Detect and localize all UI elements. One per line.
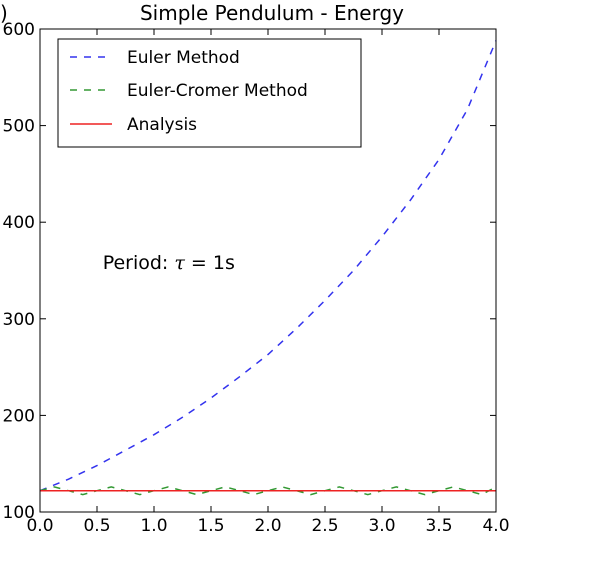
y-tick-label: 500 [3,117,35,137]
x-tick-label: 0.5 [83,516,110,536]
annotation-tau-symbol: τ [174,252,185,274]
corner-glyph: ) [0,1,8,25]
period-annotation: Period: τ = 1s [103,252,235,274]
chart-title: Simple Pendulum - Energy [140,1,404,25]
x-tick-label: 0.0 [26,516,53,536]
legend-label-euler: Euler Method [127,48,240,68]
x-tick-label: 3.0 [368,516,395,536]
legend: Euler Method Euler-Cromer Method Analysi… [57,38,362,148]
y-tick-label: 600 [3,20,35,40]
legend-label-euler-cromer: Euler-Cromer Method [127,81,308,101]
x-tick-label: 2.5 [311,516,338,536]
x-tick-label: 1.0 [140,516,167,536]
legend-label-analysis: Analysis [127,115,197,135]
x-tick-label: 1.5 [197,516,224,536]
y-tick-label: 400 [3,213,35,233]
legend-box [57,38,362,148]
y-tick-label: 100 [3,503,35,523]
ticks-layer: 0.0 0.5 1.0 1.5 2.0 2.5 3.0 3.5 4.0 100 200 300 400 5… [3,20,510,536]
x-tick-label: 4.0 [482,516,509,536]
series-line-euler-method [39,40,497,492]
annotation-suffix: = 1s [185,252,235,274]
x-tick-label: 3.5 [425,516,452,536]
series-line-euler-cromer-method [39,486,497,496]
y-tick-label: 300 [3,310,35,330]
x-tick-label: 2.0 [254,516,281,536]
y-tick-label: 200 [3,406,35,426]
annotation-prefix: Period: [103,252,175,274]
series-layer [39,40,497,496]
